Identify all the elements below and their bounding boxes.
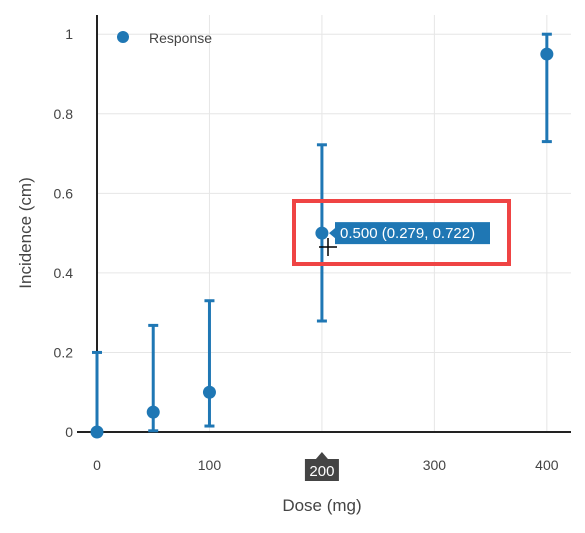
crosshair-cursor-icon xyxy=(319,238,337,256)
hover-tooltip: 0.500 (0.279, 0.722) xyxy=(329,222,490,245)
y-tick-label: 1 xyxy=(65,26,73,42)
x-spike-label-box xyxy=(304,459,339,481)
y-tick-label: 0.6 xyxy=(54,185,74,201)
data-point xyxy=(540,47,554,61)
axes xyxy=(77,15,571,433)
legend-marker xyxy=(117,31,129,43)
x-tick-label: 400 xyxy=(535,457,559,473)
hover-tooltip-box xyxy=(329,222,490,245)
x-spike-label-caret xyxy=(315,452,328,459)
data-point xyxy=(202,385,216,399)
grid-lines xyxy=(97,15,571,432)
x-tick-label: 300 xyxy=(423,457,447,473)
data-point xyxy=(315,226,329,240)
data-point xyxy=(146,405,160,419)
legend[interactable]: Response xyxy=(117,30,212,46)
data-point xyxy=(90,425,104,439)
x-tick-label: 100 xyxy=(198,457,222,473)
x-spike-label-text: 200 xyxy=(309,463,334,480)
y-tick-labels: 0 0.2 0.4 0.6 0.8 1 xyxy=(54,26,74,440)
highlight-box xyxy=(292,199,511,266)
y-tick-label: 0.8 xyxy=(54,106,74,122)
x-tick-label: 0 xyxy=(93,457,101,473)
data-points xyxy=(90,47,554,439)
error-bars xyxy=(92,32,552,434)
y-tick-label: 0.4 xyxy=(54,265,74,281)
x-axis-title: Dose (mg) xyxy=(282,496,361,515)
y-tick-label: 0.2 xyxy=(54,344,74,360)
x-tick-labels: 0 100 300 400 xyxy=(93,457,559,473)
x-spike-label: 200 xyxy=(304,452,339,481)
hover-tooltip-text: 0.500 (0.279, 0.722) xyxy=(340,225,475,242)
y-tick-label: 0 xyxy=(65,424,73,440)
legend-label: Response xyxy=(149,30,212,46)
y-axis-title: Incidence (cm) xyxy=(16,177,35,288)
